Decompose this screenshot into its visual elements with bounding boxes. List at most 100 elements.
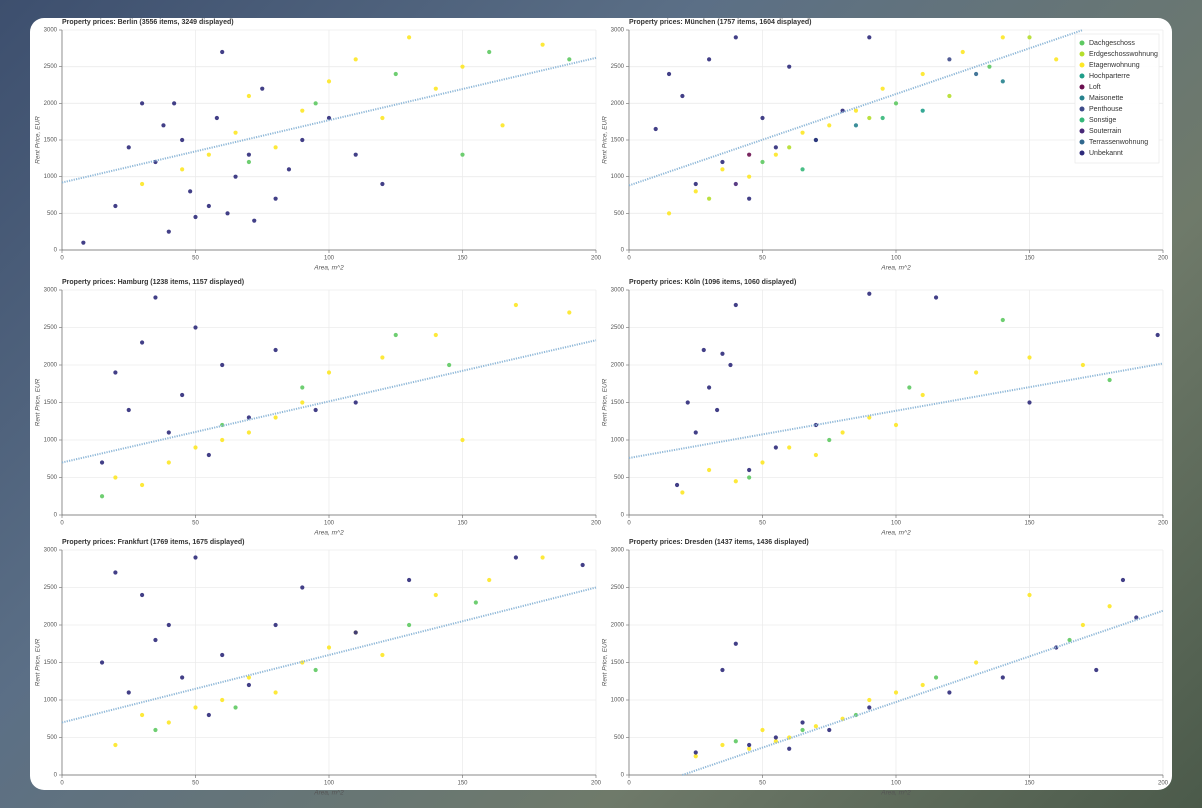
x-axis-label: Area, m^2 <box>313 530 344 537</box>
data-point <box>701 347 706 353</box>
legend-box <box>1074 33 1160 164</box>
data-point <box>947 93 952 99</box>
data-point <box>1000 79 1005 84</box>
data-point <box>867 705 872 710</box>
legend-label: Sonstige <box>1089 117 1116 124</box>
data-point <box>800 720 805 725</box>
y-tick-label: 2000 <box>611 363 625 369</box>
x-tick-label: 50 <box>759 521 766 527</box>
y-axis-label: Rent Price, EUR <box>602 638 609 686</box>
data-point <box>1120 577 1126 583</box>
data-point <box>473 600 478 605</box>
data-point <box>172 101 177 106</box>
trend-line <box>61 586 597 724</box>
data-point <box>1080 362 1085 368</box>
chart-title: Property prices: Berlin (3556 items, 324… <box>62 19 234 26</box>
data-point <box>680 93 685 99</box>
data-point <box>1000 317 1005 323</box>
data-point <box>540 555 545 560</box>
y-tick-label: 1500 <box>44 660 58 666</box>
y-tick-label: 1000 <box>44 698 58 704</box>
data-point <box>867 291 872 296</box>
x-axis-label: Area, m^2 <box>313 265 344 272</box>
legend-marker <box>1079 51 1085 57</box>
x-tick-label: 150 <box>1024 521 1035 527</box>
x-tick-label: 50 <box>759 256 766 262</box>
data-point <box>947 57 952 62</box>
data-point <box>827 727 832 733</box>
data-point <box>233 130 238 135</box>
y-tick-label: 1500 <box>611 138 625 144</box>
data-point <box>1027 35 1032 40</box>
data-point <box>773 445 778 450</box>
data-point <box>273 415 278 420</box>
data-point <box>180 392 185 398</box>
x-tick-label: 0 <box>60 521 64 527</box>
x-tick-label: 150 <box>457 781 468 787</box>
data-point <box>567 57 572 62</box>
data-point <box>180 167 185 172</box>
data-point <box>1000 675 1005 680</box>
data-point <box>707 385 712 390</box>
data-point <box>300 137 305 143</box>
data-point <box>513 302 519 308</box>
y-axis-label: Rent Price, EUR <box>602 116 609 164</box>
data-point <box>1027 592 1032 598</box>
data-point <box>693 189 698 194</box>
data-point <box>733 641 738 646</box>
data-point <box>99 660 105 665</box>
data-point <box>81 240 86 245</box>
data-point <box>380 181 385 187</box>
legend-label: Penthouse <box>1089 106 1123 113</box>
y-tick-label: 500 <box>614 735 625 741</box>
data-point <box>353 630 358 635</box>
data-point <box>300 108 305 113</box>
data-point <box>180 675 185 680</box>
legend-marker <box>1079 128 1085 134</box>
data-point <box>113 570 118 575</box>
x-tick-label: 200 <box>1158 521 1169 527</box>
data-point <box>140 340 145 345</box>
data-point <box>153 727 158 733</box>
legend-label: Maisonette <box>1089 95 1123 102</box>
data-point <box>193 445 198 450</box>
data-point <box>246 682 251 688</box>
data-point <box>853 712 859 718</box>
data-point <box>760 727 765 733</box>
x-tick-label: 100 <box>324 521 335 527</box>
y-tick-label: 2500 <box>44 64 58 70</box>
data-point <box>214 115 219 121</box>
data-point <box>680 490 685 495</box>
data-point <box>407 577 412 583</box>
data-point <box>99 460 105 465</box>
x-tick-label: 100 <box>891 521 902 527</box>
data-point <box>513 555 519 560</box>
data-point <box>720 167 725 172</box>
data-point <box>720 742 725 748</box>
data-point <box>773 152 778 157</box>
data-point <box>326 370 332 375</box>
data-point <box>246 93 251 99</box>
x-tick-label: 100 <box>891 256 902 262</box>
x-tick-label: 200 <box>1158 781 1169 787</box>
chart-title: Property prices: Hamburg (1238 items, 11… <box>62 279 244 286</box>
data-point <box>326 79 332 84</box>
data-point <box>907 385 912 390</box>
data-point <box>393 71 398 77</box>
data-point <box>733 479 738 484</box>
x-tick-label: 100 <box>324 256 335 262</box>
data-point <box>974 71 979 77</box>
data-point <box>188 189 193 194</box>
data-point <box>787 145 792 150</box>
data-point <box>180 137 185 143</box>
data-point <box>813 137 819 143</box>
y-tick-label: 500 <box>47 475 58 481</box>
legend-label: Terrassenwohnung <box>1089 139 1148 146</box>
data-point <box>693 754 698 759</box>
y-tick-label: 1000 <box>611 438 625 444</box>
data-point <box>693 181 698 187</box>
y-tick-label: 2500 <box>611 585 625 591</box>
data-point <box>447 362 452 368</box>
